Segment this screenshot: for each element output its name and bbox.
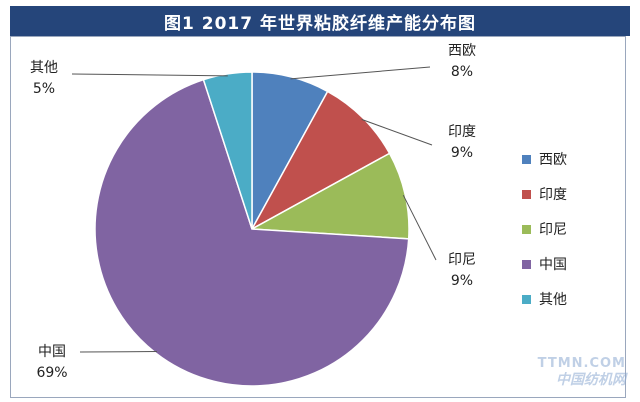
slice-label-value-2: 9% <box>451 273 473 289</box>
pie-slice-3 <box>94 78 410 387</box>
leader-line-4 <box>71 73 228 77</box>
legend-label-2: 印尼 <box>539 222 567 238</box>
chart-title: 图1 2017 年世界粘胶纤维产能分布图 <box>10 6 630 36</box>
slice-label-value-3: 69% <box>36 365 67 381</box>
legend-swatch-0 <box>522 155 531 164</box>
watermark: TTMN.COM 中国纺机网 <box>538 356 626 388</box>
slice-label-value-1: 9% <box>451 145 473 161</box>
slice-label-value-0: 8% <box>451 64 473 80</box>
pie-slice-1 <box>250 90 391 231</box>
slice-label-name-4: 其他 <box>30 60 58 76</box>
slice-label-name-0: 西欧 <box>448 43 476 59</box>
legend-label-3: 中国 <box>539 257 567 273</box>
leader-line-0 <box>290 66 431 80</box>
legend-swatch-2 <box>522 225 531 234</box>
legend-swatch-4 <box>522 295 531 304</box>
legend-swatch-1 <box>522 190 531 199</box>
watermark-line2: 中国纺机网 <box>556 372 626 388</box>
legend-label-1: 印度 <box>539 187 567 203</box>
pie-slice-4 <box>202 71 253 230</box>
legend-swatch-3 <box>522 260 531 269</box>
pie-slice-2 <box>249 152 410 240</box>
slice-label-value-4: 5% <box>33 81 55 97</box>
leader-line-3 <box>79 351 158 353</box>
leader-line-1 <box>361 118 433 146</box>
legend-label-4: 其他 <box>539 292 567 308</box>
slice-label-name-3: 中国 <box>38 344 66 360</box>
legend-label-0: 西欧 <box>539 152 567 168</box>
slice-label-name-1: 印度 <box>448 124 476 140</box>
slice-label-name-2: 印尼 <box>448 252 476 268</box>
watermark-line1: TTMN.COM <box>537 356 626 371</box>
leader-line-2 <box>402 194 437 261</box>
